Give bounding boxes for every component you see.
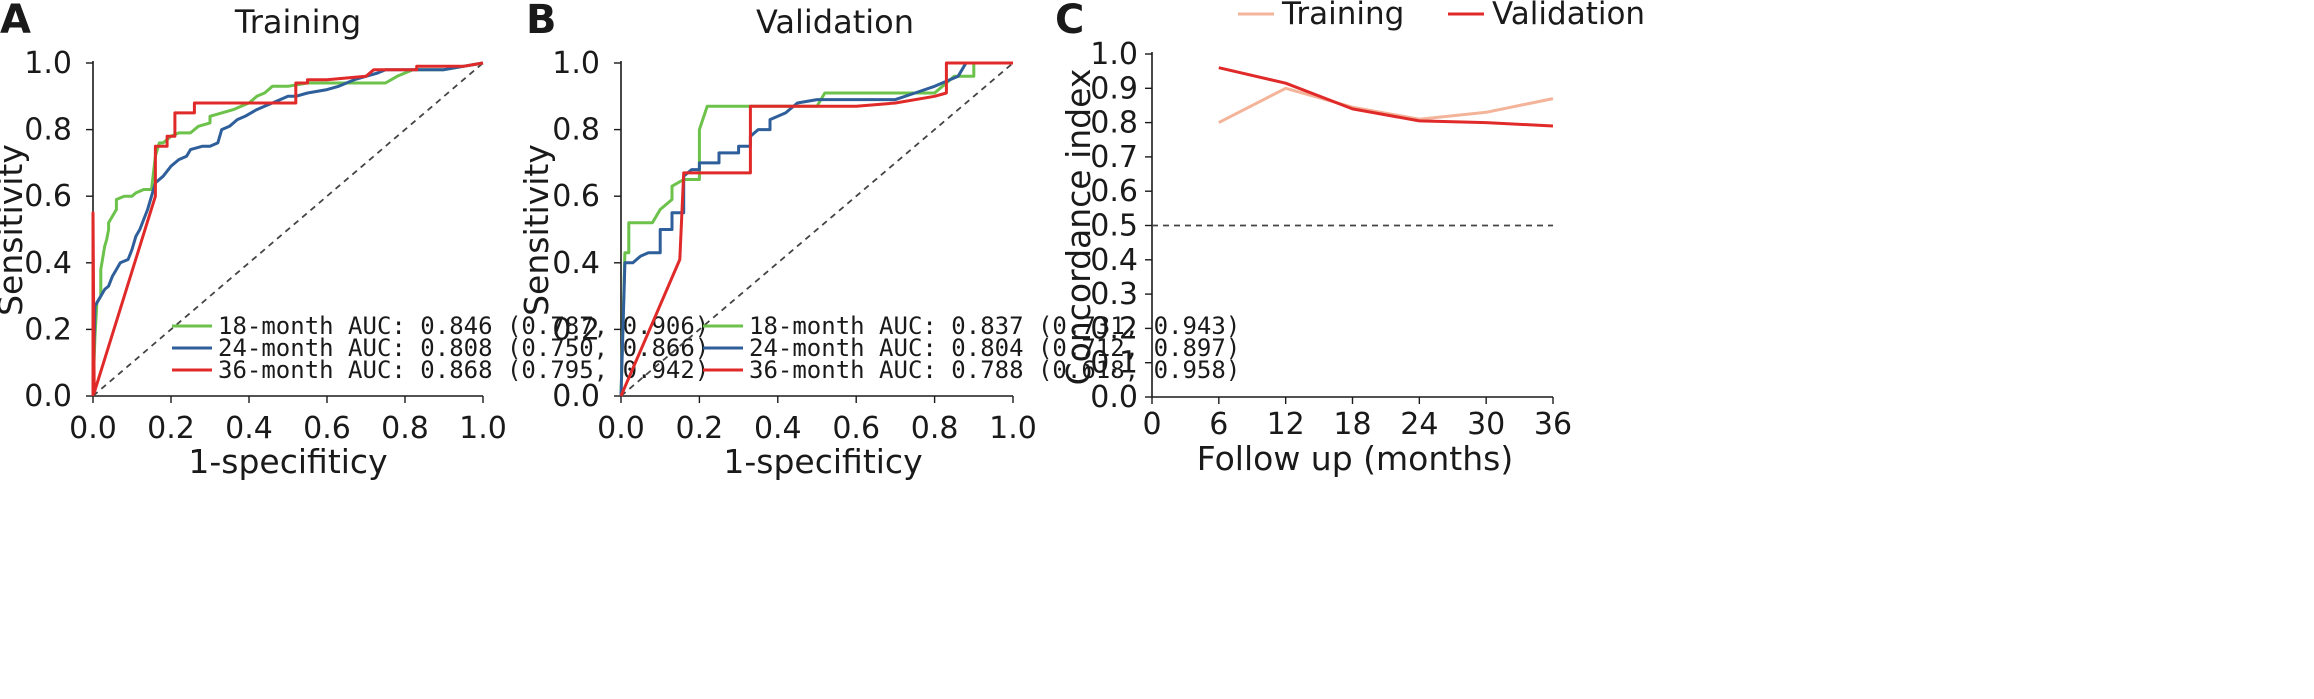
panel-a-x-tick-label: 0.4 xyxy=(225,411,273,446)
panel-b-y-tick-label: 0.4 xyxy=(552,246,600,281)
panel-b-legend-label: 36-month AUC: 0.788 (0.618, 0.958) xyxy=(749,356,1240,384)
panel-a-series-line-2 xyxy=(91,61,484,396)
panel-c-x-tick-label: 36 xyxy=(1534,407,1572,442)
panel-b-x-tick-label: 0.8 xyxy=(911,411,959,446)
panel-c-x-tick-label: 24 xyxy=(1400,407,1438,442)
panel-a-title: Training xyxy=(234,3,361,41)
panel-a-x-tick-label: 0.6 xyxy=(303,411,351,446)
panel-a-y-tick-label: 1.0 xyxy=(24,46,72,81)
panel-c-y-tick-label: 0.2 xyxy=(1090,311,1138,346)
panel-b-legend-label: 24-month AUC: 0.804 (0.712, 0.897) xyxy=(749,334,1240,362)
panel-a-legend-label: 24-month AUC: 0.808 (0.750, 0.866) xyxy=(218,334,709,362)
panel-c-y-tick-label: 0.4 xyxy=(1090,243,1138,278)
panel-b-x-axis-title: 1-specifiticy xyxy=(723,442,922,481)
panel-c-y-tick-label: 0.6 xyxy=(1090,174,1138,209)
panel-c-x-tick-label: 12 xyxy=(1267,407,1305,442)
panel-c-y-tick-label: 0.0 xyxy=(1090,380,1138,415)
panel-b-x-tick-label: 0.2 xyxy=(676,411,724,446)
panel-a-y-tick-label: 0.8 xyxy=(24,113,72,148)
panel-c-y-axis-title: Concordance index xyxy=(1059,69,1098,386)
panel-b-y-tick-label: 0.2 xyxy=(552,312,600,347)
panel-b-reference-diagonal xyxy=(620,62,1014,397)
panel-a-series-line-1 xyxy=(91,61,484,396)
panel-c-y-tick-label: 0.3 xyxy=(1090,277,1138,312)
panel-c-x-tick-label: 18 xyxy=(1333,407,1371,442)
panel-b-legend-label: 18-month AUC: 0.837 (0.731, 0.943) xyxy=(749,312,1240,340)
panel-c-x-tick-label: 6 xyxy=(1209,407,1228,442)
panel-a-x-axis-title: 1-specifiticy xyxy=(188,442,387,481)
panel-b-letter: B xyxy=(526,0,557,43)
panel-a-x-tick-label: 1.0 xyxy=(459,411,507,446)
panel-b-y-tick-label: 0.0 xyxy=(552,379,600,414)
panel-a-y-tick-label: 0.6 xyxy=(24,179,72,214)
panel-a-legend-label: 18-month AUC: 0.846 (0.787, 0.906) xyxy=(218,312,709,340)
panel-c-letter: C xyxy=(1055,0,1084,43)
panel-c-y-tick-label: 0.8 xyxy=(1090,106,1138,141)
panel-b-x-tick-label: 0.0 xyxy=(597,411,645,446)
panel-a-y-axis-title: Sensitivity xyxy=(0,144,30,316)
panel-b-x-tick-label: 1.0 xyxy=(989,411,1037,446)
panel-b-title: Validation xyxy=(756,3,914,41)
panel-a-x-tick-label: 0.8 xyxy=(381,411,429,446)
panel-c-y-tick-label: 0.7 xyxy=(1090,140,1138,175)
panel-a-x-tick-label: 0.2 xyxy=(147,411,195,446)
panel-b-series-line-2 xyxy=(619,61,1013,397)
panel-c-y-tick-label: 0.1 xyxy=(1090,346,1138,381)
panel-a-series-line-3 xyxy=(91,61,484,396)
panel-b-x-tick-label: 0.6 xyxy=(832,411,880,446)
panel-c-legend-label: Validation xyxy=(1492,0,1645,32)
panel-b-y-tick-label: 0.8 xyxy=(552,113,600,148)
panel-c-x-axis-title: Follow up (months) xyxy=(1197,439,1513,478)
panel-b-y-axis-title: Sensitivity xyxy=(517,144,556,316)
panel-c-y-tick-label: 1.0 xyxy=(1090,37,1138,72)
panel-c-series-line-1 xyxy=(1218,86,1554,124)
panel-b-y-tick-label: 0.6 xyxy=(552,179,600,214)
panel-c-x-tick-label: 30 xyxy=(1467,407,1505,442)
panel-c-series-line-2 xyxy=(1218,66,1554,128)
panel-a-reference-diagonal xyxy=(92,62,484,397)
panel-b-y-tick-label: 1.0 xyxy=(552,46,600,81)
panel-a-y-tick-label: 0.2 xyxy=(24,312,72,347)
panel-a-letter: A xyxy=(0,0,31,43)
panel-a-x-tick-label: 0.0 xyxy=(69,411,117,446)
panel-b-series-line-3 xyxy=(619,61,1013,397)
panel-a-y-tick-label: 0.4 xyxy=(24,246,72,281)
panel-c-y-tick-label: 0.9 xyxy=(1090,71,1138,106)
panel-c-legend-label: Training xyxy=(1281,0,1404,32)
panel-c-x-tick-label: 0 xyxy=(1142,407,1161,442)
panel-a-y-tick-label: 0.0 xyxy=(24,379,72,414)
panel-c-y-tick-label: 0.5 xyxy=(1090,209,1138,244)
panel-b-x-tick-label: 0.4 xyxy=(754,411,802,446)
